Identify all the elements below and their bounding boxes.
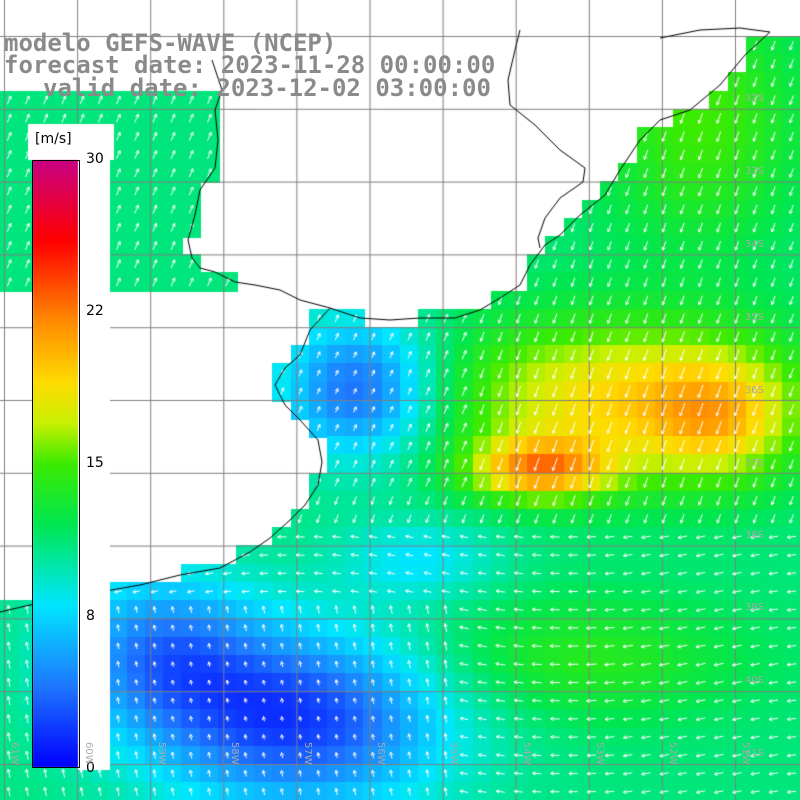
lat-label-32s: 32S bbox=[744, 93, 764, 104]
title-forecast-date: forecast date: 2023-11-28 00:00:00 bbox=[4, 51, 496, 79]
lat-label-34s: 34S bbox=[744, 239, 764, 250]
colorbar-tick-22: 22 bbox=[86, 303, 104, 319]
colorbar-tick-0: 0 bbox=[86, 760, 95, 776]
lat-label-36s: 36S bbox=[744, 385, 764, 396]
lon-label-59w: 59W bbox=[156, 742, 167, 765]
lon-label-61w: 61W bbox=[9, 742, 20, 765]
lon-label-55w: 55W bbox=[448, 742, 459, 765]
lon-label-56w: 56W bbox=[375, 742, 386, 765]
colorbar-tick-15: 15 bbox=[86, 455, 104, 471]
lat-label-33s: 33S bbox=[744, 166, 764, 177]
lon-label-58w: 58W bbox=[229, 742, 240, 765]
lat-label-35s: 35S bbox=[744, 312, 764, 323]
colorbar-unit-label: [m/s] bbox=[35, 131, 72, 147]
colorbar-tick-8: 8 bbox=[86, 608, 95, 624]
lat-label-41s: 41S bbox=[744, 748, 764, 759]
lat-label-40s: 40S bbox=[744, 675, 764, 686]
lat-label-37s: 37S bbox=[744, 458, 764, 469]
title-valid-date: valid date: 2023-12-02 03:00:00 bbox=[43, 74, 491, 102]
title-model: modelo GEFS-WAVE (NCEP) bbox=[4, 29, 337, 57]
lon-label-53w: 53W bbox=[594, 742, 605, 765]
colorbar bbox=[32, 160, 80, 768]
lon-label-60w: 60W bbox=[83, 742, 94, 765]
lat-label-39s: 39S bbox=[744, 602, 764, 613]
lon-label-54w: 54W bbox=[521, 742, 532, 765]
lat-label-38s: 38S bbox=[744, 530, 764, 541]
lon-label-52w: 52W bbox=[667, 742, 678, 765]
lon-label-51w: 51W bbox=[740, 742, 751, 765]
colorbar-tick-30: 30 bbox=[86, 151, 104, 167]
lon-label-57w: 57W bbox=[302, 742, 313, 765]
